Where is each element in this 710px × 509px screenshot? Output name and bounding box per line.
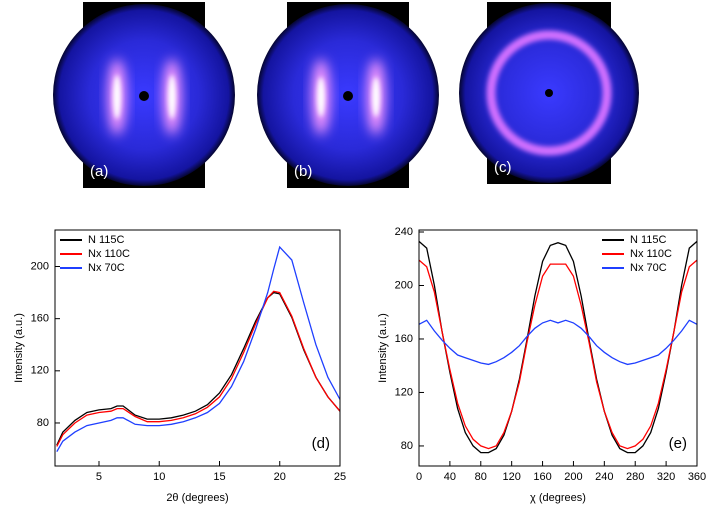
pattern-a: (a) <box>53 2 235 188</box>
x-tick-label: 5 <box>96 471 102 483</box>
y-tick-label: 200 <box>31 260 49 272</box>
line-series <box>418 240 698 454</box>
line-series <box>56 291 341 446</box>
line-series <box>56 245 341 453</box>
legend-label: Nx 110C <box>88 248 130 260</box>
line-series <box>56 290 341 447</box>
x-tick-label: 0 <box>416 471 422 483</box>
x-tick-label: 80 <box>475 471 487 483</box>
x-tick-label: 120 <box>502 471 520 483</box>
x-tick-label: 280 <box>626 471 644 483</box>
panel-label: (e) <box>669 435 687 452</box>
x-tick-label: 360 <box>688 471 706 483</box>
plot-frame <box>418 229 698 467</box>
line-series <box>418 319 698 366</box>
x-tick-label: 10 <box>153 471 165 483</box>
y-tick-label: 120 <box>31 365 49 377</box>
x-tick-label: 200 <box>564 471 582 483</box>
pattern-c: (c) <box>459 2 639 184</box>
x-tick-label: 240 <box>595 471 613 483</box>
x-tick-label: 15 <box>213 471 225 483</box>
pattern-b: (b) <box>257 2 439 188</box>
panel-label: (a) <box>90 163 108 180</box>
y-tick-label: 80 <box>401 440 413 452</box>
panel-label: (d) <box>312 435 330 452</box>
x-tick-label: 160 <box>533 471 551 483</box>
panel-label: (c) <box>494 159 512 176</box>
y-tick-label: 200 <box>395 279 413 291</box>
legend-label: N 115C <box>88 234 125 246</box>
legend-label: Nx 110C <box>630 248 672 260</box>
y-tick-label: 160 <box>31 313 49 325</box>
y-tick-label: 160 <box>395 333 413 345</box>
legend-label: Nx 70C <box>630 262 667 274</box>
legend-label: Nx 70C <box>88 262 125 274</box>
x-tick-label: 20 <box>274 471 286 483</box>
legend-label: N 115C <box>630 234 667 246</box>
x-tick-label: 25 <box>334 471 346 483</box>
y-axis-label: Intensity (a.u.) <box>13 313 25 383</box>
line-series <box>418 259 698 450</box>
y-tick-label: 240 <box>395 226 413 238</box>
panel-label: (b) <box>294 163 312 180</box>
y-tick-label: 80 <box>37 417 49 429</box>
y-axis-label: Intensity (a.u.) <box>377 313 389 383</box>
x-axis-label: 2θ (degrees) <box>166 492 228 504</box>
plot-frame <box>54 229 341 467</box>
x-axis-label: χ (degrees) <box>530 492 586 504</box>
x-tick-label: 40 <box>444 471 456 483</box>
x-tick-label: 320 <box>657 471 675 483</box>
y-tick-label: 120 <box>395 386 413 398</box>
